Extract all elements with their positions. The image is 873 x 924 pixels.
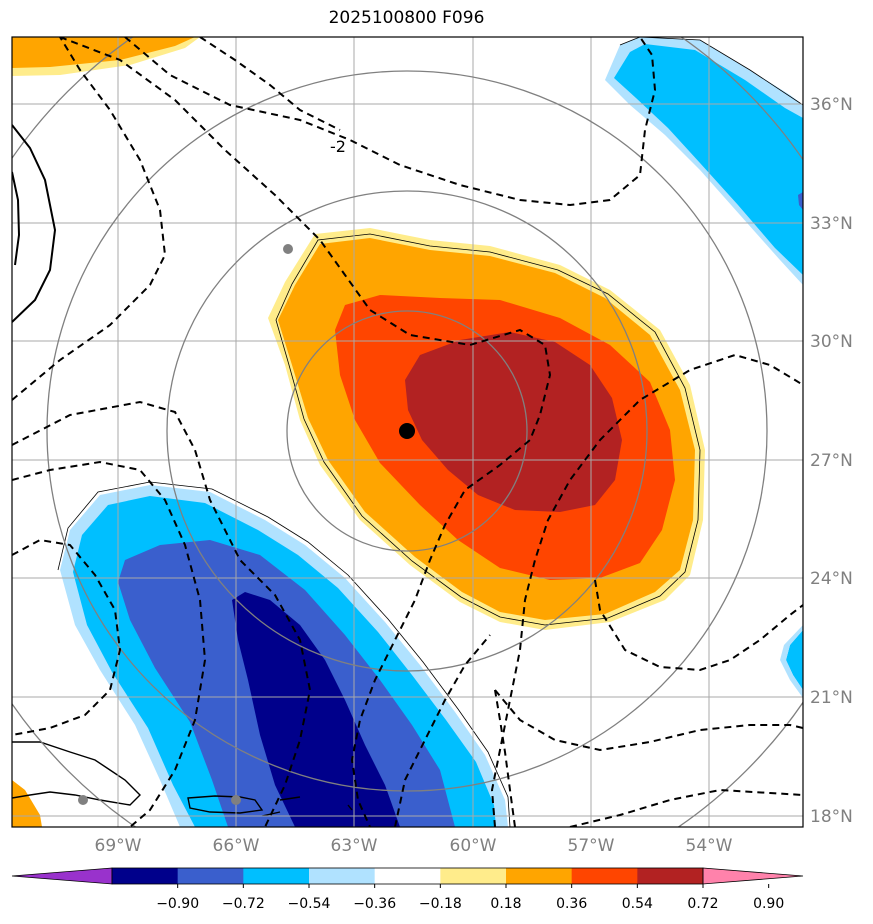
map-title: 2025100800 F096: [328, 8, 485, 28]
colorbar-segment: [243, 868, 310, 884]
dashed-contour-2: [12, 400, 312, 827]
lon-tick-label: 66°W: [213, 836, 260, 856]
storm-center-marker: [399, 423, 415, 439]
dashed-contour-4: [12, 538, 122, 736]
colorbar-segment: [309, 868, 376, 884]
lon-tick-label: 54°W: [686, 836, 733, 856]
dashed-contour-13: [569, 788, 803, 827]
colorbar-tick-label: −0.18: [419, 896, 462, 912]
lat-tick-label: 21°N: [810, 688, 853, 708]
track-point-marker-north: [283, 244, 293, 254]
cold-anomaly-northeast: [605, 37, 803, 285]
colorbar-extension-low: [11, 867, 113, 885]
lat-lon-grid: [12, 37, 803, 827]
lat-tick-label: 18°N: [810, 807, 853, 827]
colorbar-tick-label: 0.72: [687, 896, 718, 912]
colorbar-segment: [112, 868, 179, 884]
dashed-contour-5: [59, 37, 552, 827]
dashed-contour-12: [594, 579, 803, 672]
dashed-contour-1: [12, 37, 167, 401]
colorbar-segment: [506, 868, 573, 884]
coastlines: [12, 741, 353, 817]
colorbar-tick-label: −0.54: [288, 896, 331, 912]
lon-tick-label: 69°W: [95, 836, 142, 856]
lat-tick-label: 24°N: [810, 569, 853, 589]
cold-anomaly-east-edge-light: [780, 625, 803, 698]
ne-cold-outline: [619, 37, 803, 106]
colorbar-tick-label: 0.18: [490, 896, 521, 912]
lat-tick-label: 33°N: [810, 214, 853, 234]
dashed-contour-10: [494, 689, 803, 752]
colorbar-tick-label: −0.90: [156, 896, 199, 912]
contour-label: -2: [330, 137, 346, 156]
track-point-marker-south: [231, 795, 241, 805]
colorbar-segment: [440, 868, 507, 884]
lon-tick-labels: 69°W 66°W 63°W 60°W 57°W 54°W: [95, 836, 733, 856]
solid-contour-west: [12, 124, 57, 323]
colorbar-tick-label: 0.90: [753, 896, 784, 912]
lon-tick-label: 63°W: [331, 836, 378, 856]
warm-top-left-orange: [12, 37, 195, 68]
track-point-marker-southwest: [78, 795, 88, 805]
map-frame: [11, 36, 804, 828]
lon-tick-label: 57°W: [568, 836, 615, 856]
colorbar-extension-high: [702, 867, 804, 885]
colorbar-segment: [374, 868, 441, 884]
lat-tick-labels: 18°N 21°N 24°N 27°N 30°N 33°N 36°N: [810, 95, 853, 827]
colorbar-segment: [177, 868, 244, 884]
warm-anomaly-bottom-left: [12, 780, 42, 827]
dashed-contour-11: [394, 634, 491, 827]
cold-anomaly-east-edge: [786, 630, 803, 690]
lat-tick-label: 27°N: [810, 451, 853, 471]
colorbar-segment: [571, 868, 638, 884]
coastline-islet-3: [347, 804, 353, 811]
lat-tick-label: 30°N: [810, 332, 853, 352]
coastline-islet-1: [279, 796, 301, 801]
colorbar-tick-label: 0.54: [622, 896, 653, 912]
cold-outline: [57, 481, 511, 827]
colorbar-tick-label: 0.36: [556, 896, 587, 912]
lat-tick-label: 36°N: [810, 95, 853, 115]
dashed-contours: [12, 37, 803, 827]
dashed-contour-6: [124, 37, 657, 207]
ne-cold-royal-blue-spot: [798, 192, 803, 210]
colorbar-segment: [637, 868, 704, 884]
cold-fill-navy: [232, 592, 400, 827]
colorbar-outline: [111, 867, 704, 885]
lon-tick-label: 60°W: [450, 836, 497, 856]
dashed-contour-3: [12, 460, 207, 827]
solid-contour-west-inner: [12, 171, 21, 266]
dashed-contour-8: [490, 353, 803, 827]
colorbar-tick-label: −0.72: [222, 896, 265, 912]
cold-anomaly-south: [57, 481, 511, 827]
warm-fill-dark-red: [405, 332, 622, 512]
warm-outline: [275, 233, 701, 626]
dashed-contour-9: [494, 689, 516, 827]
solid-contours: [12, 124, 57, 323]
coastline-hispaniola: [12, 741, 141, 806]
colorbar-tick-label: −0.36: [353, 896, 396, 912]
colorbar: −0.90 −0.72 −0.54 −0.36 −0.18 0.18 0.36 0.54 0.7…: [11, 867, 804, 912]
dashed-contour-7: [199, 37, 341, 131]
coastline-puerto-rico: [187, 795, 264, 814]
